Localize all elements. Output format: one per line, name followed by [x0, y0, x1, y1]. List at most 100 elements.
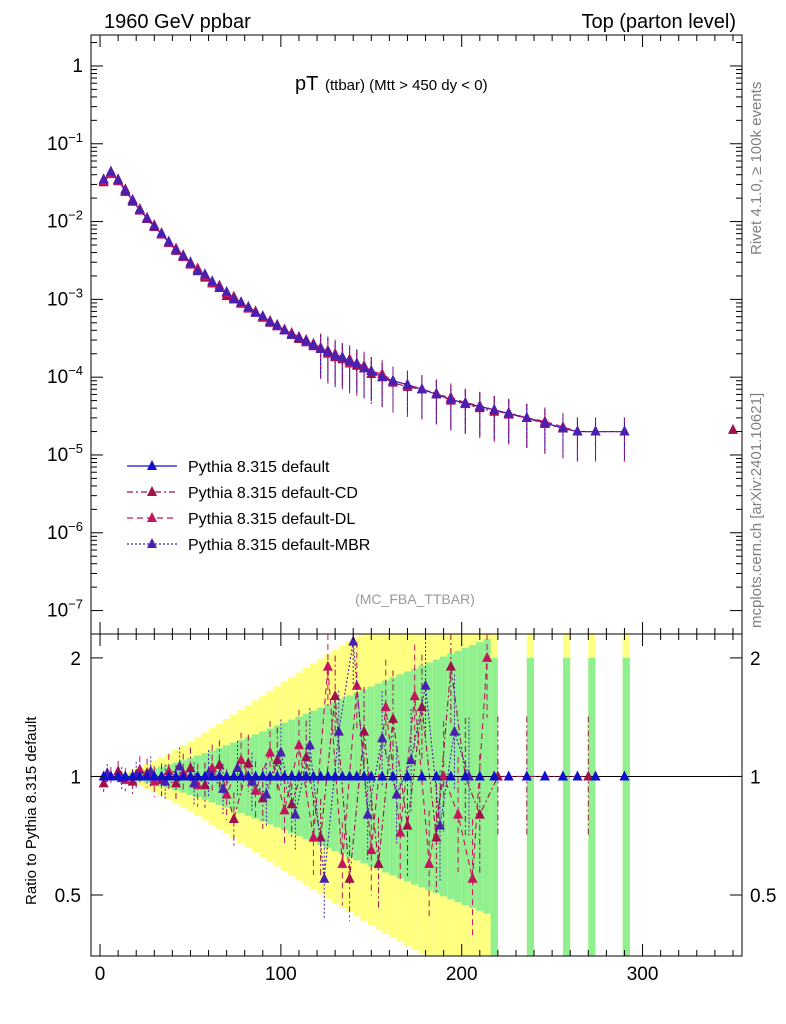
y-tick-label: 10−2	[47, 208, 83, 233]
ratio-point	[424, 857, 435, 868]
ratio-point	[189, 777, 200, 788]
data-point	[539, 416, 550, 427]
y-tick-label: 10−5	[47, 441, 83, 466]
ratio-point	[243, 757, 254, 768]
data-point	[207, 275, 218, 286]
ratio-point	[261, 788, 272, 799]
ratio-point-default	[557, 770, 568, 781]
ratio-point	[337, 857, 348, 868]
ratio-point	[409, 690, 420, 701]
ratio-point-default	[489, 770, 500, 781]
ratio-point	[359, 725, 370, 736]
ratio-point-default	[265, 770, 276, 781]
ratio-point-default	[221, 770, 232, 781]
main-series-group	[98, 165, 738, 462]
ratio-point	[246, 775, 257, 786]
data-point	[170, 244, 181, 255]
ratio-point	[290, 808, 301, 819]
ratio-point	[279, 804, 290, 815]
ratio-point	[275, 746, 286, 757]
ratio-point	[474, 808, 485, 819]
ratio-point	[160, 775, 171, 786]
ratio-point	[449, 725, 460, 736]
ratio-point-default	[134, 770, 145, 781]
legend: Pythia 8.315 default Pythia 8.315 default…	[127, 459, 370, 554]
ratio-point	[330, 690, 341, 701]
ratio-tick-label-right: 0.5	[750, 886, 776, 907]
ratio-line	[107, 641, 470, 879]
ratio-point	[232, 762, 243, 773]
y-tick-label: 1	[72, 56, 83, 77]
ratio-point	[293, 739, 304, 750]
ratio-point-default	[301, 770, 312, 781]
ratio-point	[431, 831, 442, 842]
data-point	[308, 338, 319, 349]
y-tick-label: 10−7	[47, 597, 83, 622]
x-tick-label: 100	[265, 964, 297, 985]
ratio-point	[377, 732, 388, 743]
ratio-point	[435, 819, 446, 830]
data-point	[619, 425, 630, 436]
ratio-point-default	[337, 770, 348, 781]
legend-marker	[147, 512, 157, 522]
green-band	[588, 657, 596, 956]
data-point	[149, 220, 160, 231]
data-point	[279, 324, 290, 335]
ratio-point-default	[359, 770, 370, 781]
ratio-tick-label-right: 1	[750, 767, 761, 788]
data-point	[272, 319, 283, 330]
ratio-point	[301, 751, 312, 762]
ratio-point-default	[272, 770, 283, 781]
legend-marker	[147, 538, 157, 548]
ratio-point-default	[503, 770, 514, 781]
data-point	[431, 388, 442, 399]
data-point	[337, 351, 348, 362]
data-point	[142, 212, 153, 223]
x-tick-label: 300	[627, 964, 659, 985]
y-tick-label: 10−1	[47, 130, 83, 155]
ratio-point-default	[344, 770, 355, 781]
ratio-point-default	[521, 770, 532, 781]
green-band	[562, 657, 571, 956]
ratio-point	[272, 754, 283, 765]
ratio-uncertainty-bands	[107, 634, 630, 956]
x-tick-label: 0	[95, 964, 106, 985]
ratio-point-default	[366, 770, 377, 781]
ratio-point-default	[214, 770, 225, 781]
ratio-point	[362, 808, 373, 819]
ratio-point-default	[156, 770, 167, 781]
y-tick-label: 10−4	[47, 363, 83, 388]
data-point	[185, 257, 196, 268]
data-point	[265, 316, 276, 327]
header-right: Top (parton level)	[581, 11, 736, 33]
data-point	[134, 203, 145, 214]
ratio-point-default	[445, 770, 456, 781]
ratio-point	[387, 712, 398, 723]
ratio-point-default	[315, 770, 326, 781]
ratio-point	[453, 808, 464, 819]
data-point	[214, 281, 225, 292]
ratio-point-default	[113, 770, 124, 781]
data-point	[105, 165, 116, 176]
ratio-point	[250, 784, 261, 795]
ratio-point	[319, 872, 330, 883]
data-point	[286, 328, 297, 339]
ratio-point	[286, 798, 297, 809]
data-point	[359, 362, 370, 373]
ratio-point	[308, 831, 319, 842]
data-point	[293, 331, 304, 342]
ratio-point	[373, 857, 384, 868]
plot-frames	[90, 34, 743, 957]
ratio-point	[315, 831, 326, 842]
ratio-point	[482, 651, 493, 662]
data-point	[178, 250, 189, 261]
data-point	[315, 343, 326, 354]
ratio-point-default	[286, 770, 297, 781]
ratio-point	[416, 701, 427, 712]
ratio-point-default	[178, 770, 189, 781]
ratio-point	[127, 775, 138, 786]
x-tick-label: 200	[446, 964, 478, 985]
ratio-point	[467, 872, 478, 883]
data-point	[236, 296, 247, 307]
